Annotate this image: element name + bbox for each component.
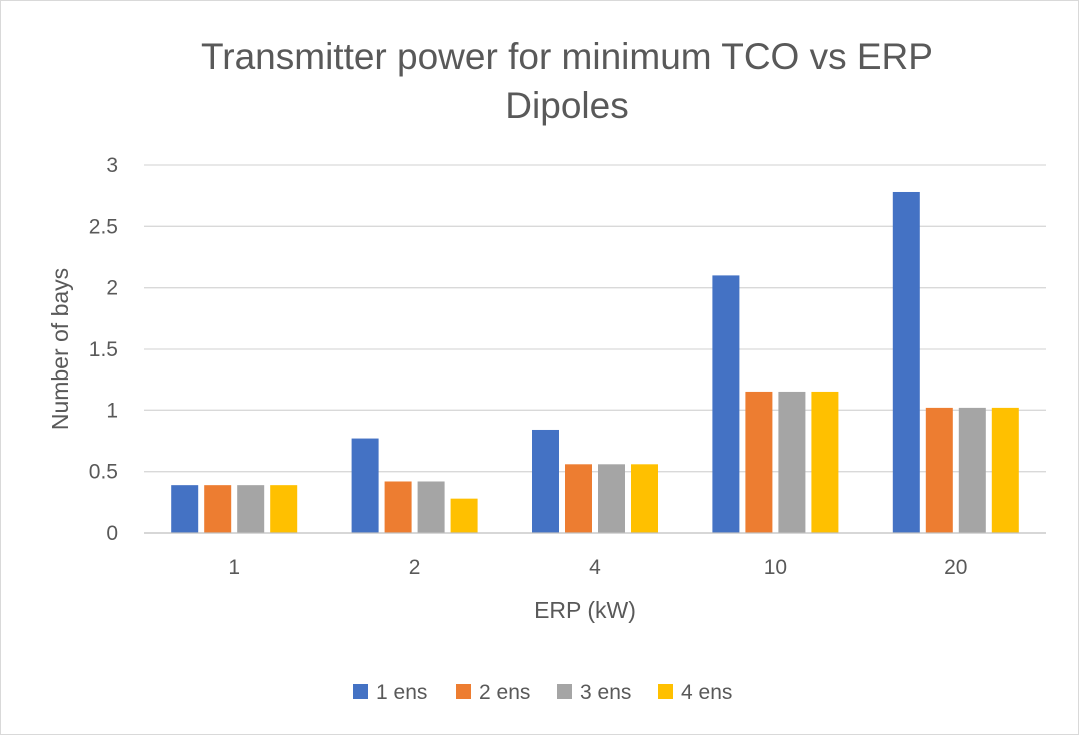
legend-swatch xyxy=(456,684,471,699)
bar-1-ens-erp-20 xyxy=(892,191,920,533)
y-tick-label: 1 xyxy=(106,399,118,422)
y-axis-title: Number of bays xyxy=(47,268,73,430)
bar-1-ens-erp-4 xyxy=(532,429,559,533)
chart-title: Transmitter power for minimum TCO vs ERP… xyxy=(201,36,933,126)
bar-2-ens-erp-20 xyxy=(925,407,953,533)
bars xyxy=(171,191,1019,533)
legend-label: 2 ens xyxy=(479,681,530,704)
bar-4-ens-erp-2 xyxy=(450,498,478,533)
bar-3-ens-erp-2 xyxy=(417,481,445,533)
legend-label: 1 ens xyxy=(376,681,427,704)
legend-item-2-ens: 2 ens xyxy=(456,681,530,704)
x-tick-label: 2 xyxy=(409,556,421,579)
chart-title-line-2: Dipoles xyxy=(505,85,628,126)
legend-swatch xyxy=(658,684,673,699)
x-tick-label: 1 xyxy=(228,556,240,579)
y-tick-label: 2 xyxy=(106,277,118,300)
bar-2-ens-erp-10 xyxy=(745,391,773,533)
bar-4-ens-erp-20 xyxy=(991,407,1019,533)
bar-3-ens-erp-20 xyxy=(958,407,986,533)
y-tick-label: 1.5 xyxy=(89,338,118,361)
bar-3-ens-erp-1 xyxy=(237,485,265,533)
y-axis-ticks: 0 0.5 1 1.5 2 2.5 3 xyxy=(89,154,118,545)
bar-2-ens-erp-2 xyxy=(384,481,412,533)
x-axis-title: ERP (kW) xyxy=(534,597,636,623)
bar-3-ens-erp-10 xyxy=(778,391,806,533)
bar-4-ens-erp-10 xyxy=(811,391,839,533)
bar-1-ens-erp-10 xyxy=(712,275,740,533)
bar-2-ens-erp-1 xyxy=(204,485,232,533)
legend-swatch xyxy=(557,684,572,699)
bar-4-ens-erp-4 xyxy=(631,464,658,533)
bar-3-ens-erp-4 xyxy=(598,464,625,533)
bar-4-ens-erp-1 xyxy=(270,485,298,533)
bar-1-ens-erp-1 xyxy=(171,485,199,533)
y-tick-label: 3 xyxy=(106,154,118,177)
legend-item-3-ens: 3 ens xyxy=(557,681,631,704)
x-tick-label: 10 xyxy=(764,556,787,579)
legend-label: 3 ens xyxy=(580,681,631,704)
y-tick-label: 0.5 xyxy=(89,461,118,484)
y-tick-label: 2.5 xyxy=(89,215,118,238)
x-tick-label: 20 xyxy=(944,556,967,579)
legend: 1 ens 2 ens 3 ens 4 ens xyxy=(353,681,732,704)
x-axis-ticks: 1 2 4 10 20 xyxy=(228,556,967,579)
y-tick-label: 0 xyxy=(106,522,118,545)
legend-item-4-ens: 4 ens xyxy=(658,681,732,704)
chart-title-line-1: Transmitter power for minimum TCO vs ERP xyxy=(201,36,933,77)
legend-label: 4 ens xyxy=(681,681,732,704)
bar-1-ens-erp-2 xyxy=(351,438,379,533)
legend-swatch xyxy=(353,684,368,699)
x-tick-label: 4 xyxy=(589,556,601,579)
legend-item-1-ens: 1 ens xyxy=(353,681,427,704)
bar-2-ens-erp-4 xyxy=(565,464,592,533)
